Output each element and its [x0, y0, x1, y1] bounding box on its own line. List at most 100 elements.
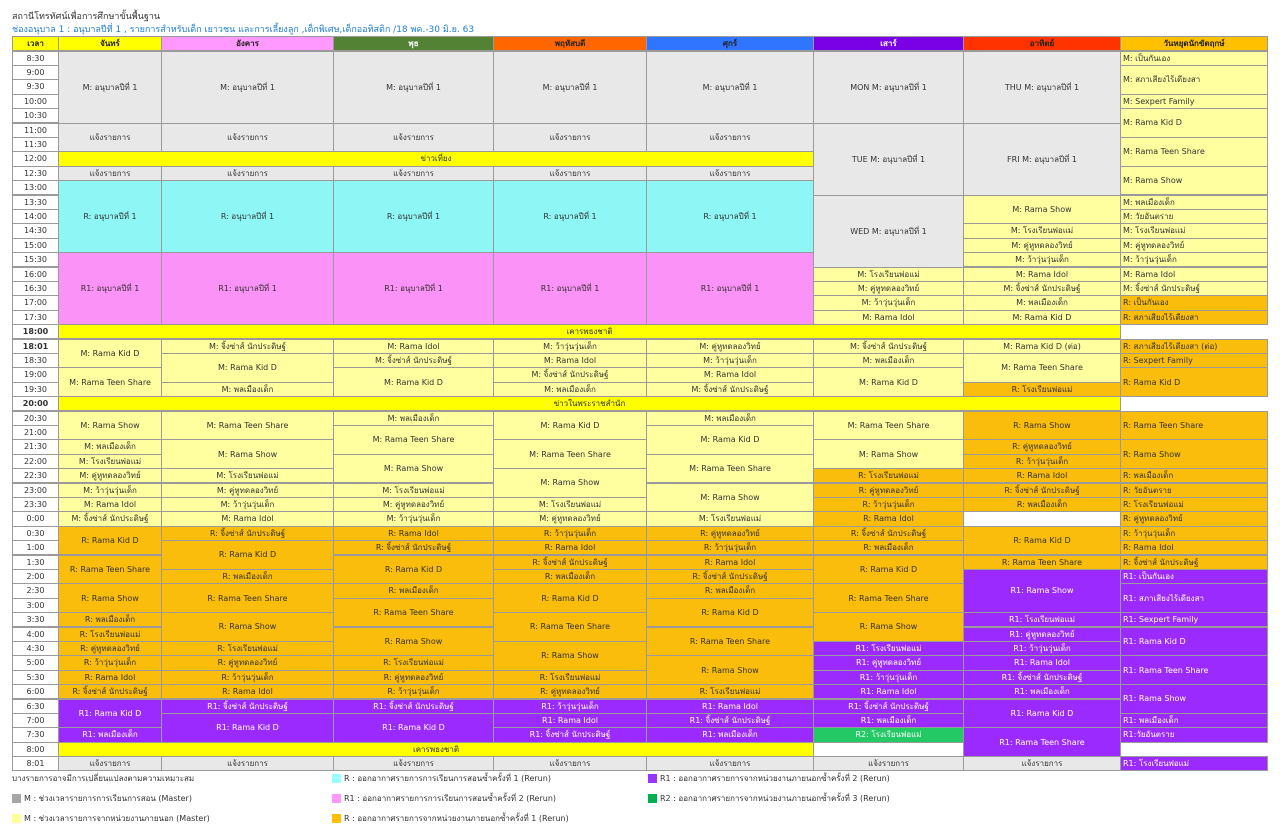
program-slot: แจ้งรายการ	[493, 756, 647, 772]
program-slot: R: อนุบาลปีที่ 1	[333, 180, 494, 254]
program-slot: R1: พลเมืองเด็ก	[963, 684, 1121, 700]
program-slot: M: จิ้งซ่าส์ นักประดิษฐ์	[161, 338, 334, 354]
program-slot: M: Rama Idol	[646, 367, 814, 383]
legend-swatch	[12, 794, 21, 803]
legend-label: R1 : ออกอากาศรายการการเรียนการสอนซ้ำครั้…	[344, 794, 557, 803]
program-slot: แจ้งรายการ	[646, 756, 814, 772]
program-slot: แจ้งรายการ	[493, 165, 647, 182]
program-slot: M: พลเมืองเด็ก	[161, 381, 334, 398]
program-slot: R1: พลเมืองเด็ก	[58, 727, 162, 743]
program-slot: M: Rama Kid D	[646, 424, 814, 455]
program-slot: M: อนุบาลปีที่ 1	[493, 50, 647, 124]
program-slot: R1: จิ้งซ่าส์ นักประดิษฐ์	[161, 698, 334, 714]
program-slot: R: Rama Kid D	[963, 525, 1121, 556]
time-label: 23:00	[12, 482, 59, 498]
program-slot: R: พลเมืองเด็ก	[58, 612, 162, 628]
program-slot: WED M: อนุบาลปีที่ 1	[813, 194, 964, 268]
page-subtitle: ช่องอนุบาล 1 : อนุบาลปีที่ 1 , รายการสำห…	[12, 25, 475, 35]
program-slot: R: คู่หูทดลองวิทย์	[646, 525, 814, 542]
program-slot: M: Rama Show	[963, 194, 1121, 225]
program-slot: R: โรงเรียนพ่อแม่	[333, 655, 494, 671]
program-slot: M: Rama Show	[161, 439, 334, 470]
program-slot: R1: จิ้งซ่าส์ นักประดิษฐ์	[493, 727, 647, 743]
program-slot: M: Sexpert Family	[1120, 93, 1268, 110]
program-slot: R1: จิ้งซ่าส์ นักประดิษฐ์	[963, 669, 1121, 686]
program-slot: R: Rama Teen Share	[963, 554, 1121, 570]
legend-item: R : ออกอากาศรายการการเรียนการสอนซ้ำครั้ง…	[332, 772, 551, 785]
time-label: 16:30	[12, 280, 59, 297]
program-slot: FRI M: อนุบาลปีที่ 1	[963, 122, 1121, 196]
program-slot: R1: โรงเรียนพ่อแม่	[1120, 756, 1268, 772]
section-bar: ข่าวในพระราชสำนัก	[58, 396, 1121, 412]
column-header: จันทร์	[58, 36, 162, 51]
program-slot: M: Rama Teen Share	[646, 453, 814, 484]
program-slot: M: Rama Show	[813, 439, 964, 470]
program-slot: TUE M: อนุบาลปีที่ 1	[813, 122, 964, 196]
program-slot: M: ว้าวุ่นวุ่นเด็ก	[161, 496, 334, 513]
program-slot: R: Rama Show	[963, 410, 1121, 441]
program-slot: M: Rama Idol	[58, 496, 162, 513]
program-slot: R: จิ้งซ่าส์ นักประดิษฐ์	[813, 525, 964, 542]
program-slot: R: พลเมืองเด็ก	[646, 583, 814, 599]
program-slot: R: Rama Kid D	[333, 554, 494, 585]
program-slot: แจ้งรายการ	[333, 165, 494, 182]
program-slot: R: พลเมืองเด็ก	[493, 568, 647, 585]
program-slot: M: Rama Teen Share	[963, 352, 1121, 383]
program-slot: MON M: อนุบาลปีที่ 1	[813, 50, 964, 124]
program-slot: R: จิ้งซ่าส์ นักประดิษฐ์	[646, 568, 814, 585]
legend-label: R2 : ออกอากาศรายการจากหน่วยงานภายนอกซ้ำค…	[660, 794, 890, 803]
program-slot: R1: โรงเรียนพ่อแม่	[963, 612, 1121, 628]
section-bar: เคารพธงชาติ	[58, 324, 1121, 340]
program-slot: R: Rama Show	[58, 583, 162, 614]
legend-item: R2 : ออกอากาศรายการจากหน่วยงานภายนอกซ้ำค…	[648, 792, 890, 805]
program-slot: R1: เป็นกันเอง	[1120, 568, 1268, 585]
program-slot: R: คู่หูทดลองวิทย์	[963, 439, 1121, 455]
column-header: ศุกร์	[646, 36, 814, 51]
time-label: 8:00	[12, 741, 59, 758]
program-slot: R: Rama Idol	[963, 468, 1121, 484]
program-slot: M: จิ้งซ่าส์ นักประดิษฐ์	[493, 367, 647, 383]
program-slot: M: Rama Idol	[333, 338, 494, 354]
program-slot: แจ้งรายการ	[58, 122, 162, 153]
time-label: 3:30	[12, 612, 59, 628]
time-label: 10:00	[12, 93, 59, 110]
legend-swatch	[332, 774, 341, 783]
program-slot: R: Rama Idol	[58, 669, 162, 686]
program-slot: R1: Rama Idol	[646, 698, 814, 714]
program-slot: M: จิ้งซ่าส์ นักประดิษฐ์	[333, 352, 494, 369]
program-slot: R: จิ้งซ่าส์ นักประดิษฐ์	[493, 554, 647, 570]
time-label: 9:00	[12, 64, 59, 81]
program-slot: R: จิ้งซ่าส์ นักประดิษฐ์	[161, 525, 334, 542]
program-slot: R1: อนุบาลปีที่ 1	[161, 252, 334, 326]
program-slot: M: Rama Teen Share	[333, 424, 494, 455]
program-slot: R: Rama Teen Share	[58, 554, 162, 585]
time-label: 0:30	[12, 525, 59, 542]
time-label: 6:00	[12, 684, 59, 700]
time-label: 14:00	[12, 208, 59, 225]
column-header: พฤหัสบดี	[493, 36, 647, 51]
program-slot: R: Rama Idol	[646, 554, 814, 570]
program-slot: R1: ว้าวุ่นวุ่นเด็ก	[813, 669, 964, 686]
program-slot: M: Rama Teen Share	[1120, 136, 1268, 167]
program-slot: แจ้งรายการ	[161, 756, 334, 772]
program-slot: M: จิ้งซ่าส์ นักประดิษฐ์	[963, 280, 1121, 297]
program-slot: M: Rama Idol	[1120, 266, 1268, 282]
program-slot: R: Rama Teen Share	[1120, 410, 1268, 441]
program-slot: M: Rama Teen Share	[493, 439, 647, 470]
program-slot: M: พลเมืองเด็ก	[493, 381, 647, 398]
time-label: 13:00	[12, 180, 59, 196]
program-slot: M: Rama Idol	[493, 352, 647, 369]
program-slot: R: คู่หูทดลองวิทย์	[1120, 511, 1268, 527]
program-slot: M: จิ้งซ่าส์ นักประดิษฐ์	[58, 511, 162, 527]
program-slot: R: ว้าวุ่นวุ่นเด็ก	[58, 655, 162, 671]
column-header: พุธ	[333, 36, 494, 51]
program-slot: แจ้งรายการ	[161, 165, 334, 182]
time-label: 18:30	[12, 352, 59, 369]
program-slot: M: โรงเรียนพ่อแม่	[963, 223, 1121, 239]
legend-label: M : ช่วงเวลารายการการเรียนการสอน (Master…	[24, 794, 192, 803]
program-slot: M: Rama Kid D	[493, 410, 647, 441]
program-slot: M: คู่หูทดลองวิทย์	[813, 280, 964, 297]
program-slot: R1: ว้าวุ่นวุ่นเด็ก	[963, 640, 1121, 657]
program-slot: M: อนุบาลปีที่ 1	[333, 50, 494, 124]
column-header: อังคาร	[161, 36, 334, 51]
